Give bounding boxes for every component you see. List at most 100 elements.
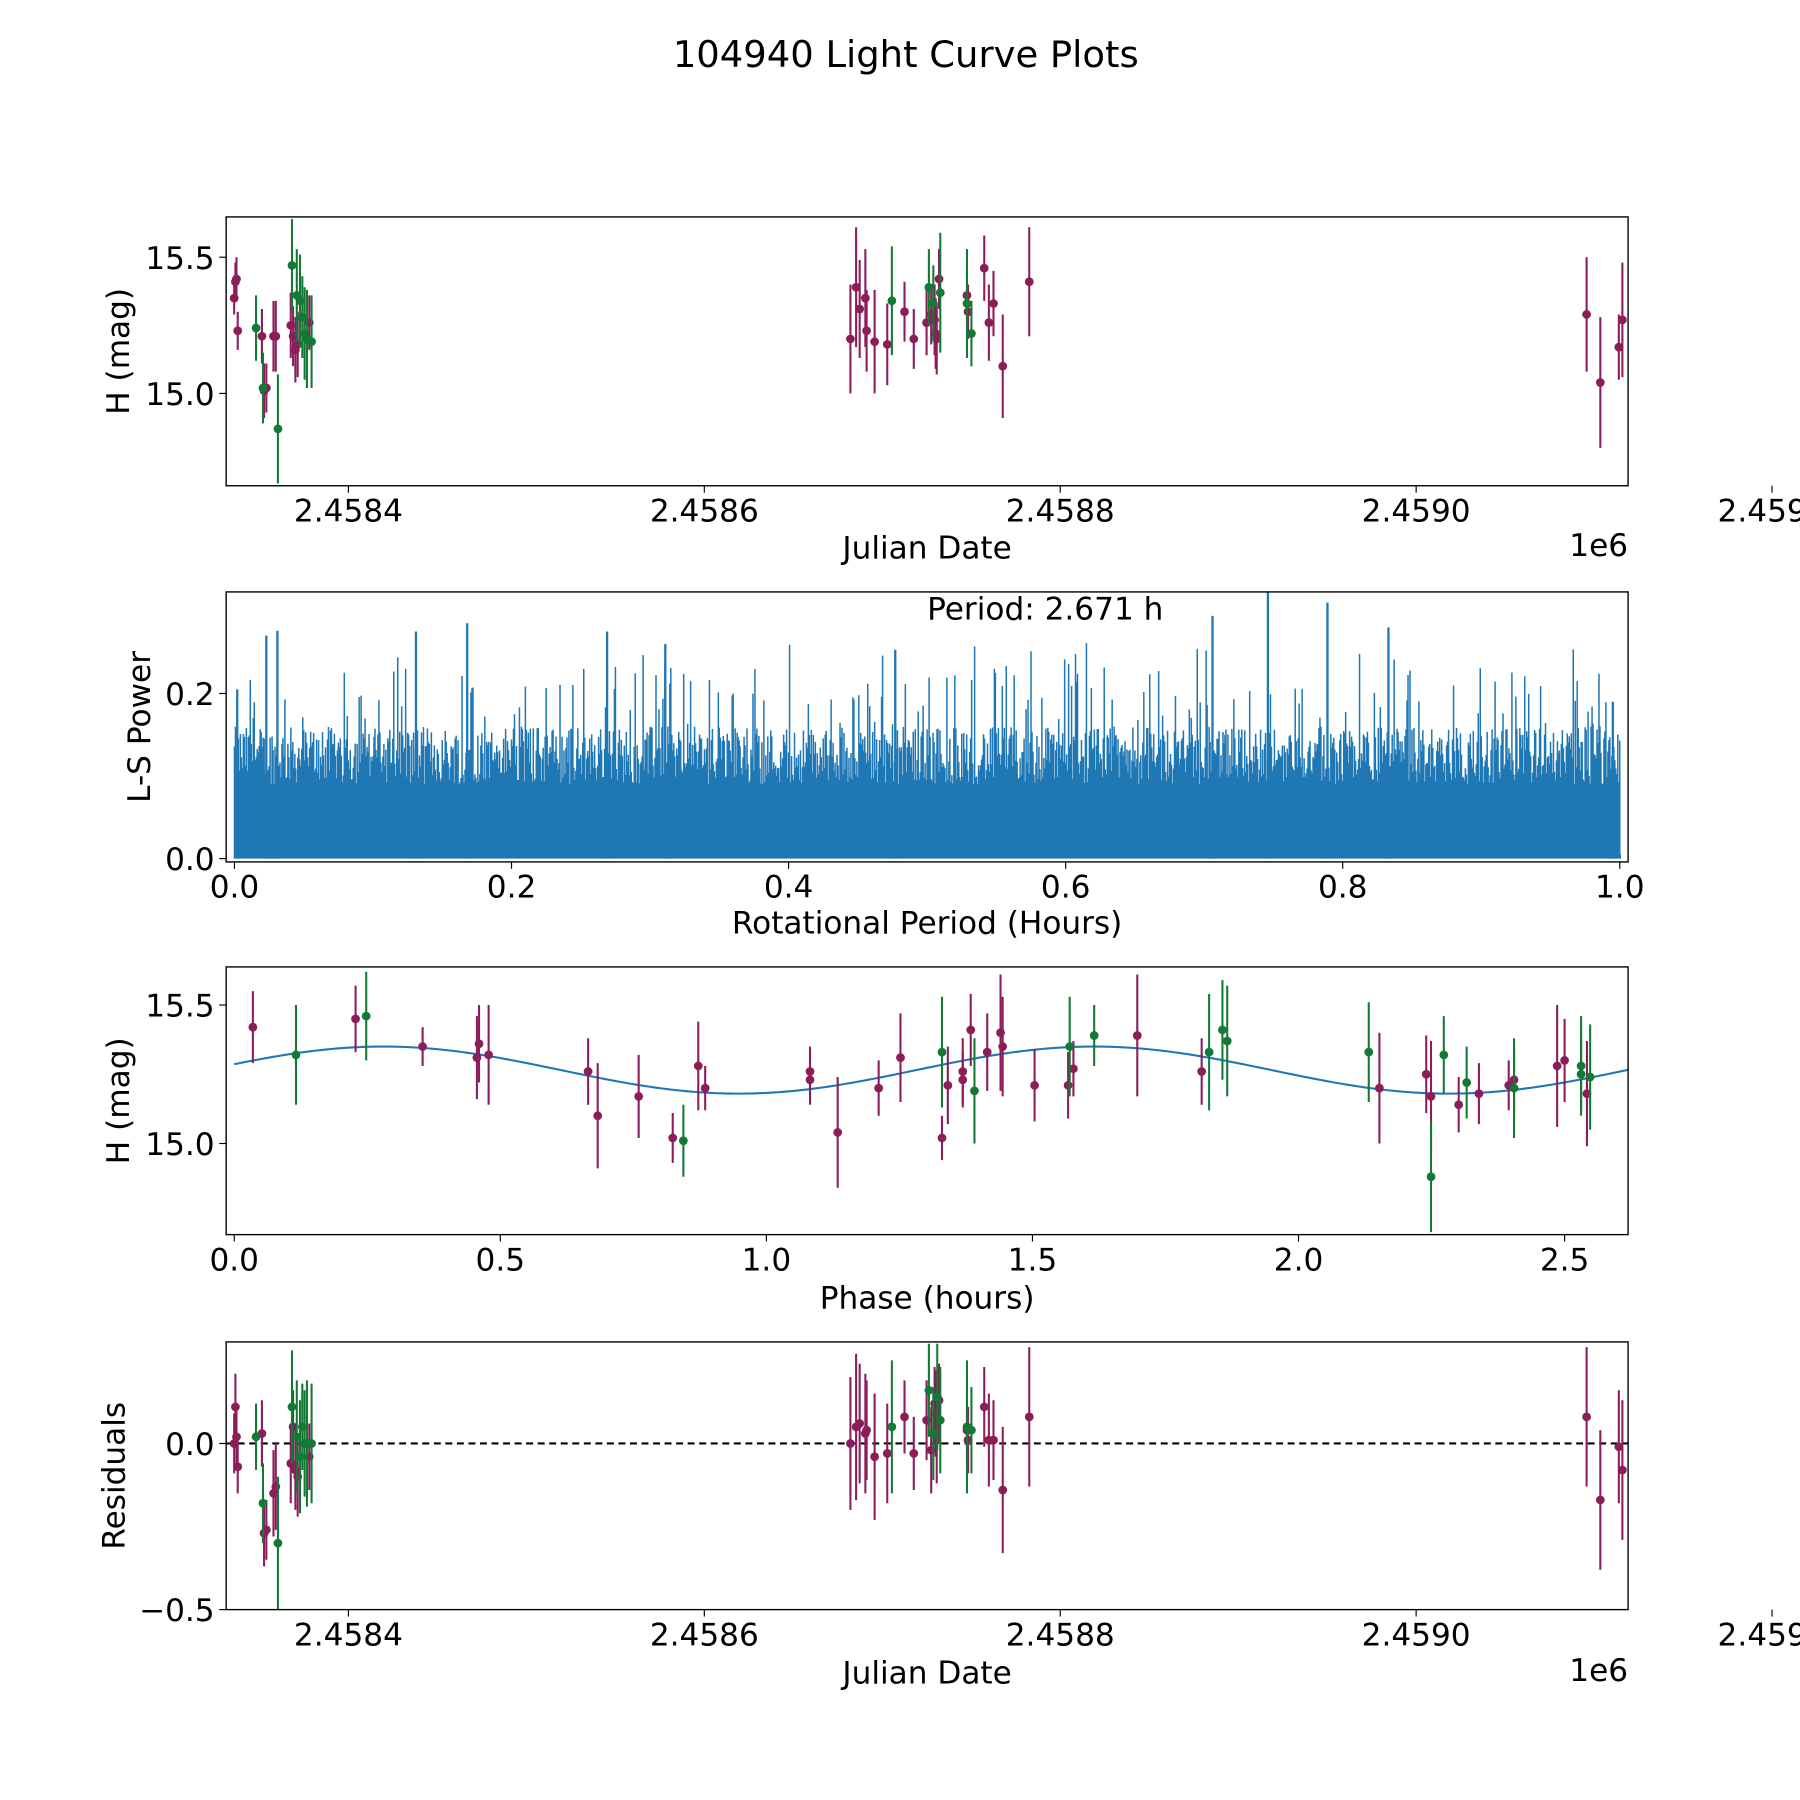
data-point (261, 1525, 271, 1535)
y-tick-label: 0.2 (165, 677, 215, 713)
data-point (248, 1022, 258, 1032)
x-tick-label: 2.4584 (294, 1617, 403, 1653)
data-point (1614, 342, 1624, 352)
data-point (958, 1075, 968, 1085)
data-point (862, 326, 871, 336)
data-point (882, 340, 892, 349)
data-point (846, 1439, 855, 1448)
data-point (634, 1092, 644, 1101)
data-point (932, 334, 942, 344)
data-point (979, 263, 989, 273)
data-point (1030, 1080, 1039, 1090)
y-tick-label: 0.0 (165, 842, 215, 878)
x-tick-label: 2.4584 (294, 494, 403, 530)
plot-area (226, 1343, 1629, 1610)
data-point (1426, 1092, 1436, 1101)
data-point (233, 1462, 243, 1472)
data-point (271, 331, 281, 341)
data-point (1454, 1100, 1464, 1110)
x-tick-label: 0.0 (210, 870, 260, 906)
y-tick-label: 15.5 (145, 241, 214, 277)
data-point (928, 1429, 938, 1438)
data-point (678, 1136, 688, 1146)
axes-frame (225, 1341, 1629, 1611)
data-point (862, 1425, 871, 1435)
x-tick-label: 2.4588 (1006, 494, 1115, 530)
axes-frame (225, 216, 1629, 487)
data-point (984, 318, 994, 327)
plot-area (229, 219, 1627, 484)
data-point (833, 1128, 843, 1137)
data-point (928, 299, 938, 308)
data-point (998, 1042, 1008, 1051)
data-point (909, 334, 919, 344)
data-point (900, 1412, 909, 1422)
data-point (1642, 1056, 1651, 1065)
data-point (1439, 1050, 1449, 1060)
data-point (937, 1047, 947, 1057)
plot-area (234, 971, 1651, 1233)
plot-area (233, 591, 1622, 859)
x-axis-label: Phase (hours) (820, 1280, 1035, 1316)
data-point (231, 1402, 240, 1412)
data-point (1132, 1031, 1142, 1040)
data-point (484, 1050, 493, 1060)
data-point (1089, 1031, 1099, 1040)
x-axis-offset-label: 1e6 (1569, 528, 1628, 564)
y-axis-label: L-S Power (122, 651, 158, 803)
data-point (258, 383, 268, 393)
data-point (887, 1422, 897, 1432)
data-point (805, 1075, 815, 1085)
data-point (846, 334, 855, 344)
data-point (232, 1432, 241, 1442)
x-tick-label: 2.4588 (1006, 1617, 1115, 1653)
x-axis-label: Julian Date (840, 530, 1011, 566)
data-point (989, 299, 998, 308)
x-tick-label: 0.2 (487, 870, 537, 906)
data-point (934, 274, 944, 284)
data-point (233, 326, 243, 336)
data-point (870, 337, 880, 347)
data-point (288, 1422, 298, 1432)
data-point (935, 288, 945, 298)
x-tick-label: 2.4586 (650, 494, 759, 530)
data-point (896, 1053, 905, 1063)
data-point (1595, 1495, 1605, 1505)
axes-frame (225, 966, 1629, 1236)
data-point (943, 1080, 953, 1090)
data-point (1582, 1412, 1591, 1422)
series-series_b (291, 971, 1595, 1233)
data-point (851, 282, 861, 292)
data-point (1582, 310, 1591, 319)
x-tick-label: 0.4 (764, 870, 814, 906)
data-point (1576, 1061, 1586, 1071)
data-point (935, 1415, 945, 1425)
lightcurve-axes: 2.4584 2.4586 2.4588 2.4590 2.4592 15.0 15.5 Ju… (101, 216, 1800, 566)
data-point (1426, 1172, 1436, 1182)
x-tick-label: 2.4590 (1362, 494, 1471, 530)
y-axis-label: Residuals (97, 1402, 133, 1550)
data-point (693, 1061, 703, 1071)
residuals-axes: 2.4584 2.4586 2.4588 2.4590 2.4592 −0.5 0.0 Jul… (97, 1341, 1800, 1691)
x-tick-label: 2.4590 (1362, 1617, 1471, 1653)
data-point (583, 1067, 593, 1076)
data-point (900, 307, 909, 317)
x-tick-label: 2.5 (1540, 1242, 1590, 1278)
data-point (1024, 277, 1034, 287)
data-point (855, 304, 865, 314)
data-point (1585, 1072, 1595, 1082)
data-point (963, 1435, 973, 1445)
x-tick-label: 1.5 (1008, 1242, 1058, 1278)
data-point (287, 1402, 297, 1412)
x-tick-label: 0.6 (1041, 870, 1091, 906)
data-point (258, 1498, 268, 1508)
data-point (1065, 1042, 1075, 1051)
data-point (1024, 1412, 1034, 1422)
x-tick-label: 0.8 (1318, 870, 1368, 906)
series-series_b (251, 1343, 976, 1610)
data-point (287, 261, 297, 270)
periodogram-axes: Period: 2.671 h 0.0 0.2 0.4 0.6 0.8 1.0 0.0 0.2 R… (122, 591, 1645, 941)
data-point (855, 1419, 865, 1428)
data-point (251, 323, 261, 333)
x-axis-offset-label: 1e6 (1569, 1653, 1628, 1689)
